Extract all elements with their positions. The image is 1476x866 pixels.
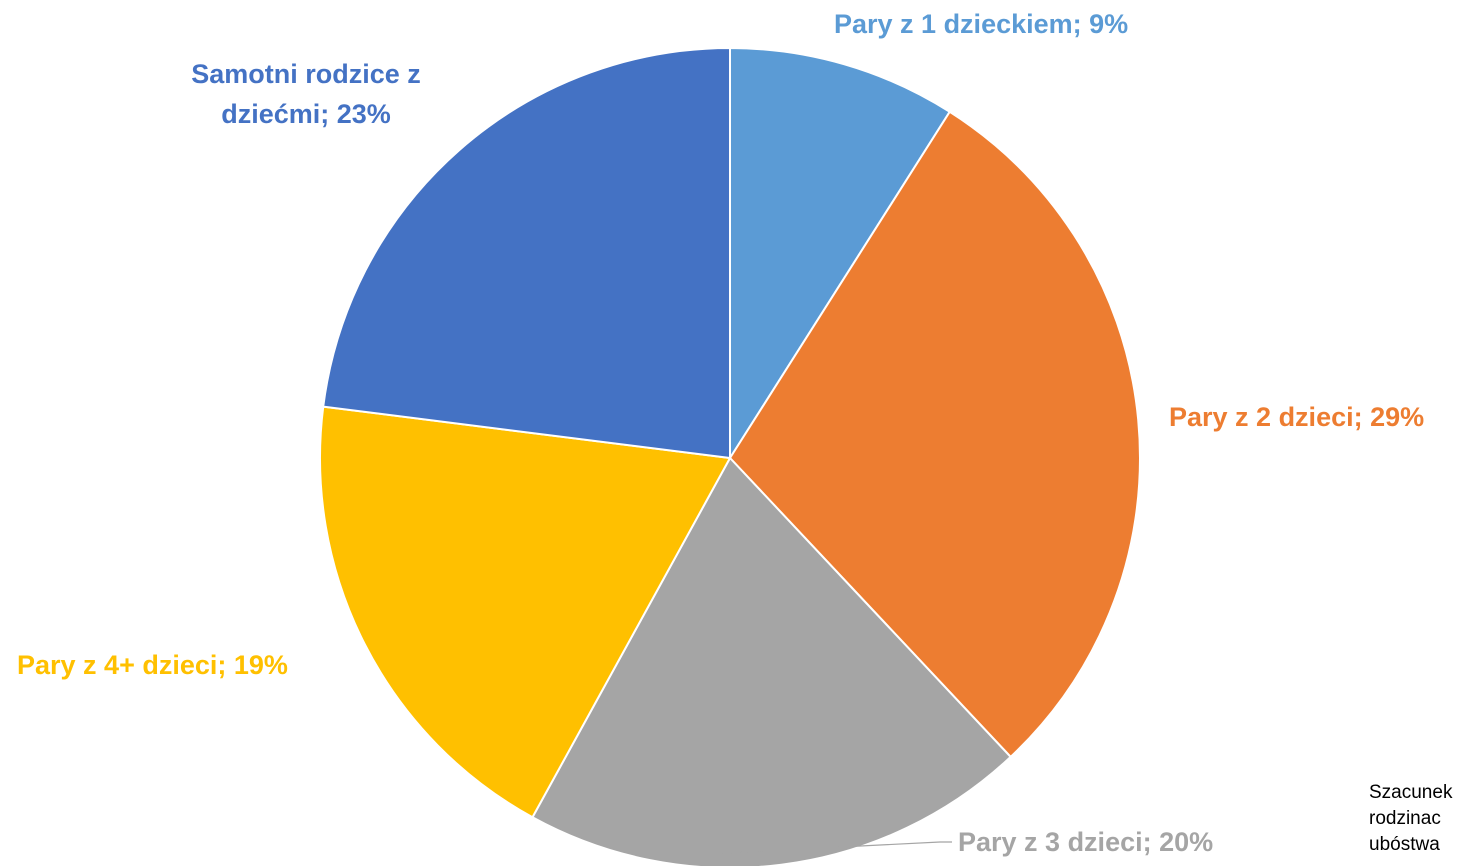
data-label-samotni-rodzice-line-2: dziećmi; 23% [221,99,391,129]
data-label-pary-z-3-dzieci: Pary z 3 dzieci; 20% [958,827,1214,857]
pie-slice-samotni-rodzice-z-dzie-mi [322,46,731,460]
side-note-line-2: rodzinac [1369,808,1441,829]
data-label-pary-z-4-dzieci: Pary z 4+ dzieci; 19% [17,650,288,680]
side-note-line-1: Szacunek [1369,782,1453,803]
data-label-pary-z-1-dzieckiem: Pary z 1 dzieckiem; 9% [834,9,1129,39]
side-note: Szacunek rodzinac ubóstwa [1369,780,1476,858]
pie-slice-pary-z-4-dzieci [319,405,732,819]
data-label-samotni-rodzice: Samotni rodzice z dziećmi; 23% [158,54,454,134]
pie-slice-pary-z-3-dzieci [531,456,1013,866]
leader-line-pary-z-3-dzieci [721,841,952,854]
side-note-line-3: ubóstwa [1369,834,1440,855]
data-label-pary-z-2-dzieci: Pary z 2 dzieci; 29% [1169,402,1425,432]
data-label-samotni-rodzice-line-1: Samotni rodzice z [191,59,421,89]
pie-slices [319,46,1141,866]
pie-slice-pary-z-2-dzieci [728,110,1141,759]
pie-slice-pary-z-1-dzieckiem [729,46,952,462]
